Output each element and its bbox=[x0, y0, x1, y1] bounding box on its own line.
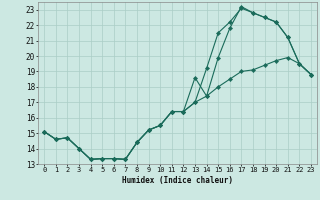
X-axis label: Humidex (Indice chaleur): Humidex (Indice chaleur) bbox=[122, 176, 233, 185]
